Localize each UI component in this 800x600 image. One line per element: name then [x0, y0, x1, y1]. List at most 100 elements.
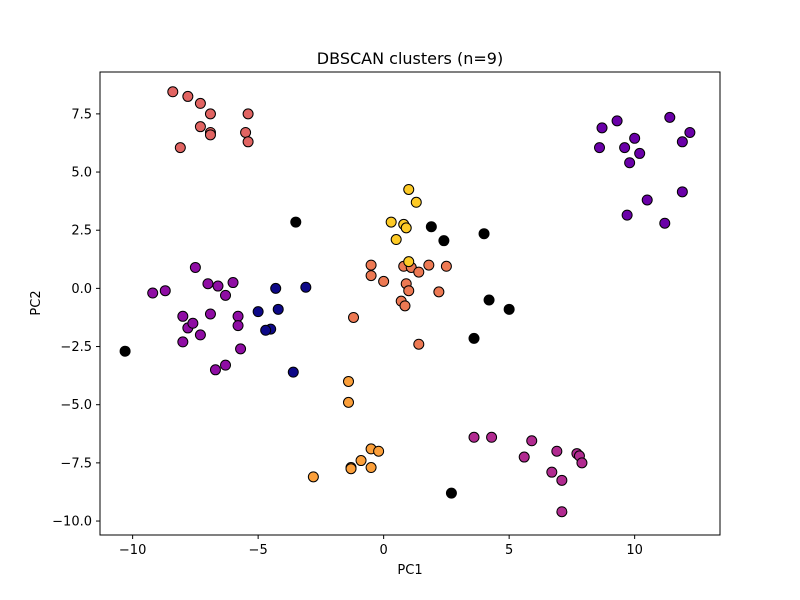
y-tick-label: 2.5	[71, 224, 92, 239]
data-point	[659, 217, 671, 229]
data-point	[159, 285, 171, 297]
data-point	[204, 129, 216, 141]
data-point	[596, 122, 608, 134]
data-point	[445, 487, 457, 499]
x-tick-label: 10	[626, 543, 643, 558]
data-point	[629, 132, 641, 144]
x-tick-label: −10	[119, 543, 146, 558]
x-axis: −10 −5 0 5 10	[119, 535, 643, 558]
data-point	[676, 136, 688, 148]
data-point	[194, 97, 206, 109]
data-point	[119, 345, 131, 357]
data-point	[220, 359, 232, 371]
data-point	[634, 147, 646, 159]
data-point	[260, 324, 272, 336]
data-point	[202, 278, 214, 290]
points-layer	[119, 86, 696, 518]
data-point	[433, 286, 445, 298]
data-point	[365, 259, 377, 271]
data-point	[518, 451, 530, 463]
data-point	[399, 300, 411, 312]
data-point	[240, 126, 252, 138]
data-point	[355, 455, 367, 467]
data-point	[270, 282, 282, 294]
data-point	[365, 270, 377, 282]
data-point	[232, 310, 244, 322]
data-point	[252, 306, 264, 318]
data-point	[684, 126, 696, 138]
y-axis: −10.0 −7.5 −5.0 −2.5 0.0 2.5 5.0 7.5	[52, 107, 100, 530]
data-point	[220, 289, 232, 301]
data-point	[468, 431, 480, 443]
data-point	[619, 142, 631, 154]
y-tick-label: 7.5	[71, 107, 92, 122]
data-point	[403, 256, 415, 268]
data-point	[526, 435, 538, 447]
data-point	[204, 108, 216, 120]
data-point	[242, 108, 254, 120]
x-tick-label: −5	[249, 543, 268, 558]
data-point	[187, 317, 199, 329]
y-tick-label: −5.0	[60, 398, 92, 413]
data-point	[290, 216, 302, 228]
data-point	[272, 303, 284, 315]
data-point	[235, 343, 247, 355]
x-tick-label: 0	[380, 543, 388, 558]
data-point	[483, 294, 495, 306]
data-point	[182, 90, 194, 102]
data-point	[413, 266, 425, 278]
y-tick-label: 5.0	[71, 166, 92, 181]
data-point	[556, 474, 568, 486]
data-point	[194, 329, 206, 341]
data-point	[551, 445, 563, 457]
data-point	[594, 142, 606, 154]
data-point	[624, 157, 636, 169]
data-point	[440, 260, 452, 272]
data-point	[373, 445, 385, 457]
data-point	[167, 86, 179, 98]
data-point	[468, 332, 480, 344]
data-point	[242, 136, 254, 148]
data-point	[611, 115, 623, 127]
data-point	[177, 336, 189, 348]
data-point	[343, 375, 354, 387]
plot-frame	[99, 71, 721, 536]
data-point	[343, 396, 354, 408]
data-point	[410, 196, 422, 208]
data-point	[232, 320, 244, 332]
y-tick-label: −2.5	[60, 340, 92, 355]
data-point	[147, 287, 159, 299]
data-point	[345, 463, 357, 475]
data-point	[177, 310, 189, 322]
y-tick-label: −7.5	[60, 456, 92, 471]
data-point	[641, 194, 653, 206]
data-point	[664, 111, 676, 123]
data-point	[425, 221, 437, 233]
data-point	[189, 261, 201, 273]
data-point	[400, 222, 412, 234]
data-point	[423, 259, 435, 271]
data-point	[227, 277, 239, 289]
x-tick-label: 5	[505, 543, 513, 558]
data-point	[403, 183, 415, 195]
y-tick-label: −10.0	[52, 515, 92, 530]
data-point	[478, 228, 490, 240]
data-point	[390, 234, 402, 246]
chart-title: DBSCAN clusters (n=9)	[317, 49, 503, 68]
data-point	[174, 142, 186, 154]
data-point	[556, 506, 568, 518]
data-point	[438, 235, 450, 247]
data-point	[365, 462, 377, 474]
data-point	[307, 471, 319, 483]
data-point	[300, 281, 312, 293]
data-point	[546, 466, 558, 478]
data-point	[676, 186, 688, 198]
y-axis-label: PC2	[29, 290, 44, 315]
y-tick-label: 0.0	[71, 282, 92, 297]
data-point	[403, 285, 415, 297]
data-point	[621, 209, 633, 221]
data-point	[486, 431, 498, 443]
data-point	[209, 364, 221, 376]
data-point	[378, 275, 390, 287]
